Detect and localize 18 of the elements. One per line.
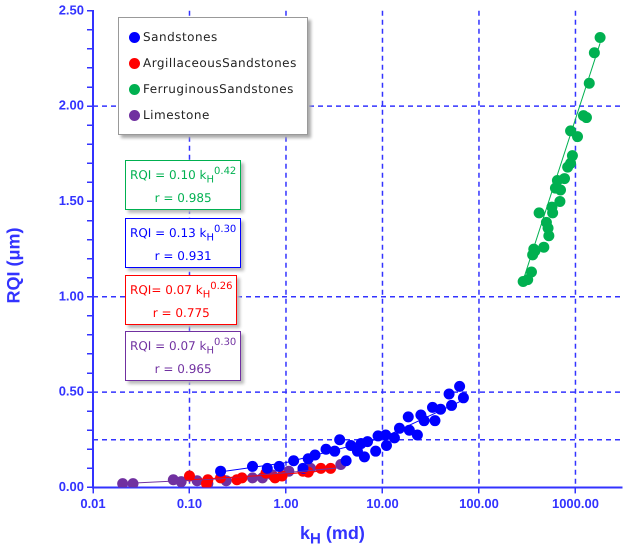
legend-label: Sandstones <box>142 29 219 46</box>
legend-label: Limestone <box>142 107 211 124</box>
x-tick-label: 0.01 <box>80 496 106 511</box>
y-tick-label: 2.50 <box>58 2 84 18</box>
y-tick-label: 0.50 <box>58 384 84 399</box>
x-axis-title: k$_{H}$ (md) <box>300 523 365 548</box>
x-tick-label: 10.00 <box>366 496 399 511</box>
y-axis-title: RQI (μm) <box>4 227 24 304</box>
x-tick-label: 1000.00 <box>552 496 599 511</box>
y-tick-label: 2.00 <box>58 98 84 113</box>
x-tick-label: 0.10 <box>176 496 202 511</box>
y-tick-label: 1.50 <box>58 193 84 208</box>
legend-label: ArgillaceousSandstones <box>142 55 297 72</box>
x-tick-label: 1.00 <box>273 496 299 511</box>
y-tick-label: 1.00 <box>58 288 84 304</box>
y-tick-label: 0.00 <box>58 478 84 494</box>
x-tick-label: 100.00 <box>459 496 499 511</box>
legend-label: FerruginousSandstones <box>142 81 295 98</box>
